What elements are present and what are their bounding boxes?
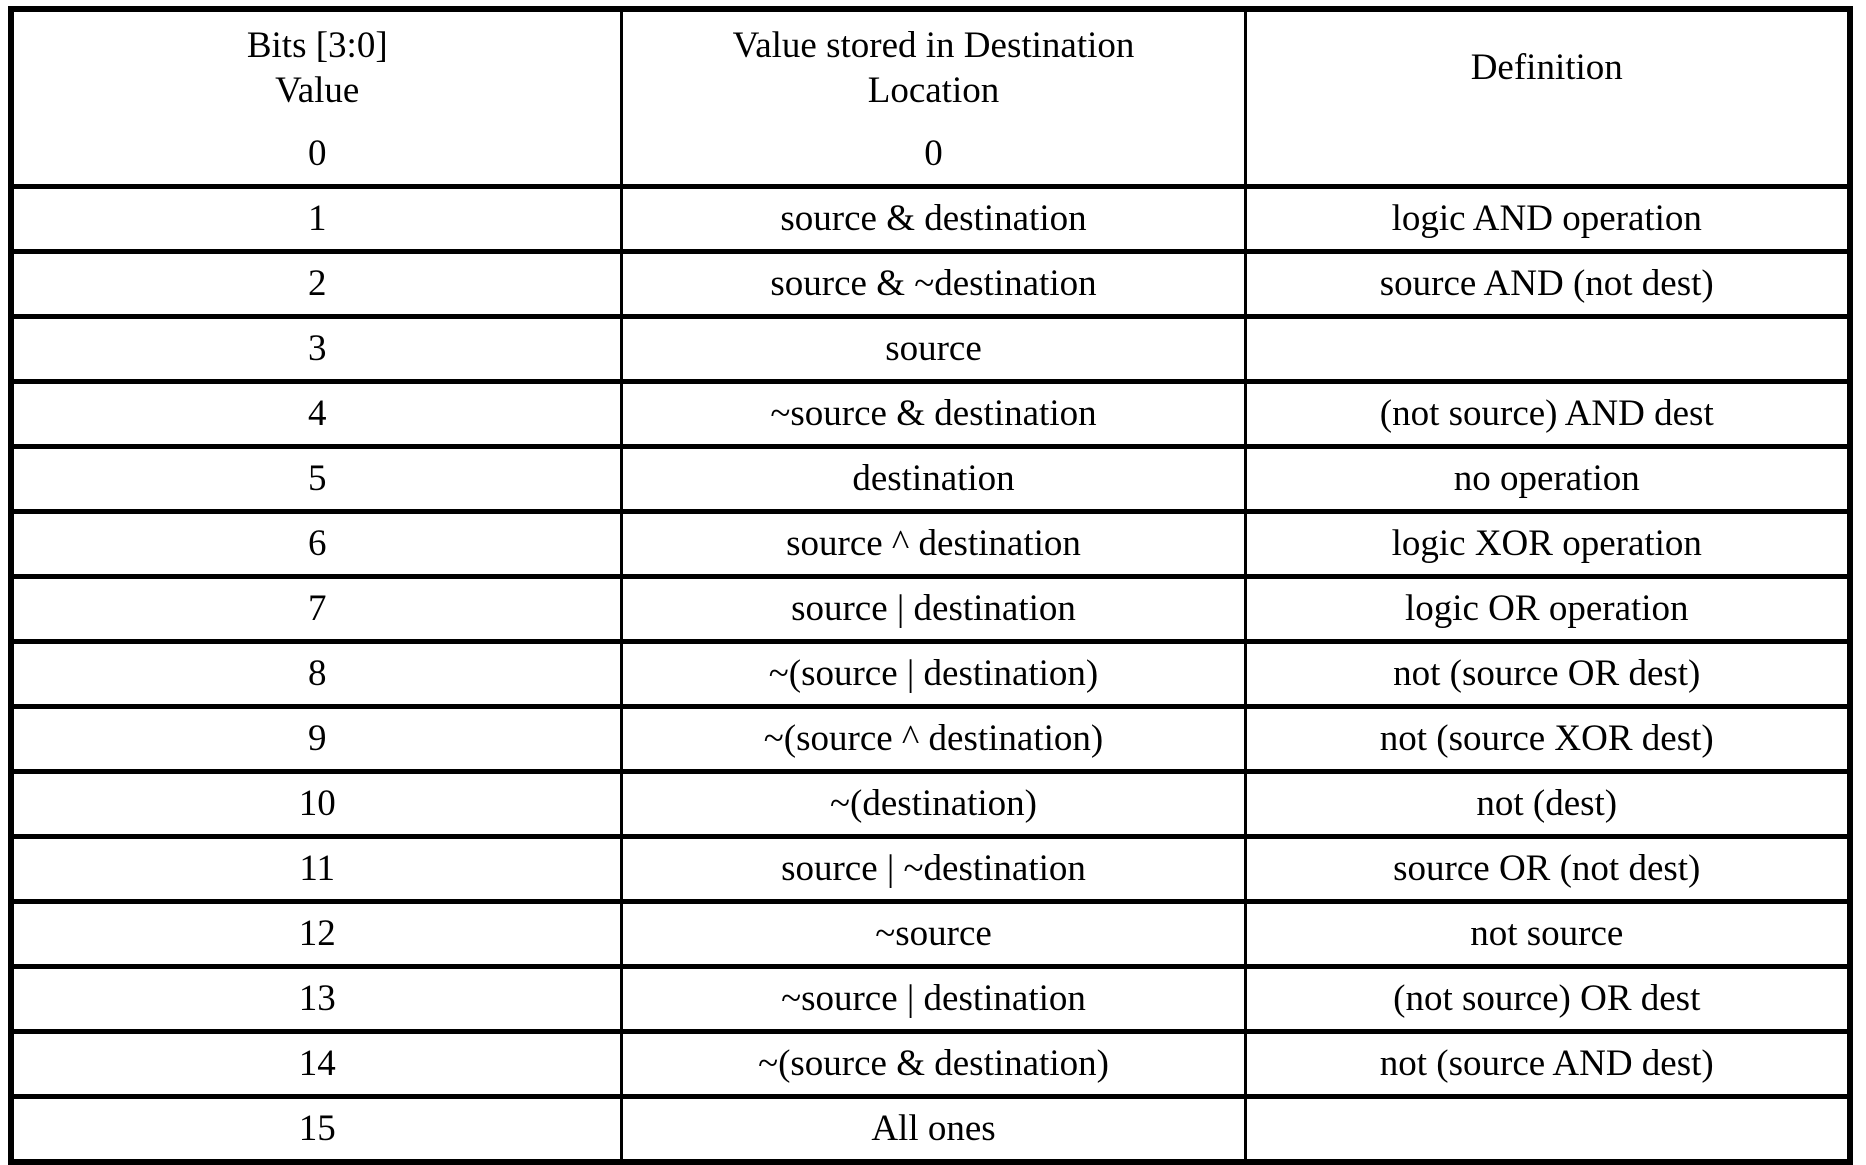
cell-stored-value: source	[622, 317, 1245, 382]
table-row: 12~sourcenot source	[11, 902, 1850, 967]
cell-bits-value: 7	[11, 577, 622, 642]
cell-bits-value: 10	[11, 772, 622, 837]
column-header-definition: Definition	[1245, 9, 1850, 124]
table-row: 2source & ~destinationsource AND (not de…	[11, 252, 1850, 317]
cell-stored-value: source | ~destination	[622, 837, 1245, 902]
cell-definition: not (source XOR dest)	[1245, 707, 1850, 772]
cell-bits-value: 6	[11, 512, 622, 577]
cell-definition: source AND (not dest)	[1245, 252, 1850, 317]
cell-stored-value: ~source & destination	[622, 382, 1245, 447]
cell-definition: source OR (not dest)	[1245, 837, 1850, 902]
cell-definition: not (source AND dest)	[1245, 1032, 1850, 1097]
cell-stored-value: ~(destination)	[622, 772, 1245, 837]
cell-stored-value: source | destination	[622, 577, 1245, 642]
cell-stored-value: ~(source | destination)	[622, 642, 1245, 707]
cell-stored-value: destination	[622, 447, 1245, 512]
column-header-bits-value-line2: Value	[20, 68, 614, 113]
column-header-bits-value-line1: Bits [3:0]	[20, 23, 614, 68]
cell-bits-value: 4	[11, 382, 622, 447]
cell-bits-value: 2	[11, 252, 622, 317]
table-row: 9~(source ^ destination)not (source XOR …	[11, 707, 1850, 772]
table-row: 00	[11, 124, 1850, 187]
cell-stored-value: ~(source & destination)	[622, 1032, 1245, 1097]
cell-stored-value: ~(source ^ destination)	[622, 707, 1245, 772]
cell-definition: no operation	[1245, 447, 1850, 512]
cell-stored-value: 0	[622, 124, 1245, 187]
table-row: 1source & destinationlogic AND operation	[11, 187, 1850, 252]
cell-bits-value: 3	[11, 317, 622, 382]
cell-bits-value: 0	[11, 124, 622, 187]
table-row: 15All ones	[11, 1097, 1850, 1163]
cell-definition: logic XOR operation	[1245, 512, 1850, 577]
logic-operation-table-container: Bits [3:0] Value Value stored in Destina…	[8, 6, 1853, 1087]
column-header-stored-value: Value stored in Destination Location	[622, 9, 1245, 124]
cell-bits-value: 9	[11, 707, 622, 772]
cell-stored-value: ~source | destination	[622, 967, 1245, 1032]
cell-bits-value: 13	[11, 967, 622, 1032]
table-body: 001source & destinationlogic AND operati…	[11, 124, 1850, 1162]
table-row: 6source ^ destinationlogic XOR operation	[11, 512, 1850, 577]
table-row: 10~(destination)not (dest)	[11, 772, 1850, 837]
cell-stored-value: ~source	[622, 902, 1245, 967]
cell-definition: not source	[1245, 902, 1850, 967]
cell-stored-value: All ones	[622, 1097, 1245, 1163]
table-row: 7source | destinationlogic OR operation	[11, 577, 1850, 642]
cell-definition	[1245, 317, 1850, 382]
cell-bits-value: 12	[11, 902, 622, 967]
cell-definition: not (dest)	[1245, 772, 1850, 837]
table-row: 3source	[11, 317, 1850, 382]
cell-stored-value: source & ~destination	[622, 252, 1245, 317]
cell-definition: not (source OR dest)	[1245, 642, 1850, 707]
cell-definition: (not source) AND dest	[1245, 382, 1850, 447]
table-row: 11source | ~destinationsource OR (not de…	[11, 837, 1850, 902]
cell-definition	[1245, 124, 1850, 187]
column-header-stored-value-line1: Value stored in Destination	[629, 23, 1237, 68]
table-row: 4~source & destination(not source) AND d…	[11, 382, 1850, 447]
cell-bits-value: 1	[11, 187, 622, 252]
cell-definition: logic AND operation	[1245, 187, 1850, 252]
column-header-stored-value-line2: Location	[629, 68, 1237, 113]
cell-bits-value: 8	[11, 642, 622, 707]
cell-definition	[1245, 1097, 1850, 1163]
cell-stored-value: source ^ destination	[622, 512, 1245, 577]
table-row: 8~(source | destination)not (source OR d…	[11, 642, 1850, 707]
logic-operation-table: Bits [3:0] Value Value stored in Destina…	[8, 6, 1853, 1165]
table-header: Bits [3:0] Value Value stored in Destina…	[11, 9, 1850, 124]
header-row: Bits [3:0] Value Value stored in Destina…	[11, 9, 1850, 124]
table-row: 13~source | destination(not source) OR d…	[11, 967, 1850, 1032]
table-row: 14~(source & destination)not (source AND…	[11, 1032, 1850, 1097]
cell-bits-value: 15	[11, 1097, 622, 1163]
cell-bits-value: 5	[11, 447, 622, 512]
cell-definition: (not source) OR dest	[1245, 967, 1850, 1032]
cell-definition: logic OR operation	[1245, 577, 1850, 642]
cell-bits-value: 14	[11, 1032, 622, 1097]
table-row: 5destinationno operation	[11, 447, 1850, 512]
cell-stored-value: source & destination	[622, 187, 1245, 252]
column-header-bits-value: Bits [3:0] Value	[11, 9, 622, 124]
cell-bits-value: 11	[11, 837, 622, 902]
